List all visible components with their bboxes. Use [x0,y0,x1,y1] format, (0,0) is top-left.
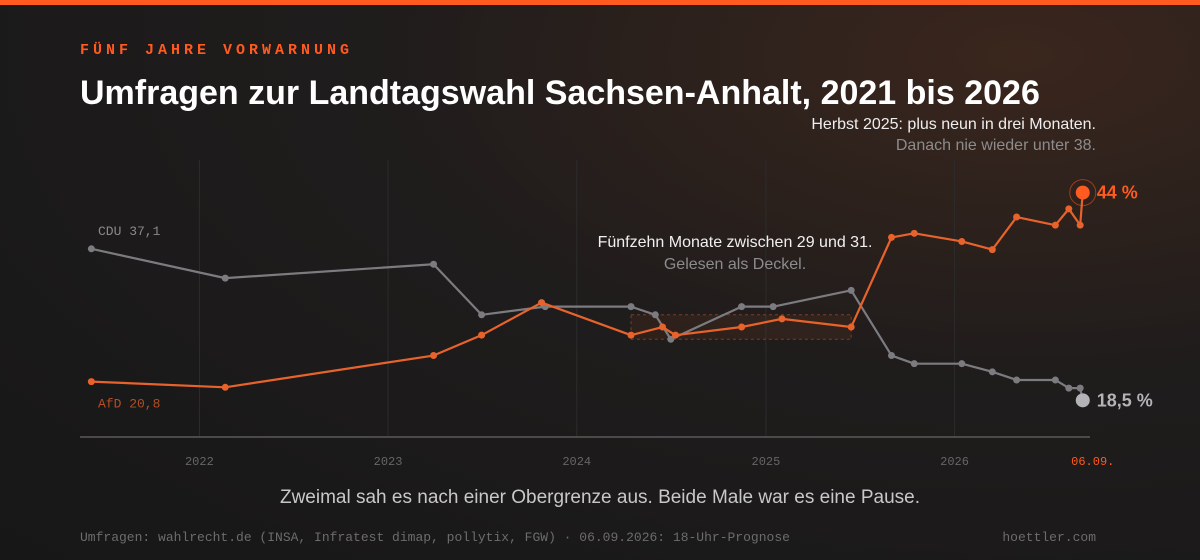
data-point-cdu [430,260,438,268]
x-tick-label-2022: 2022 [185,455,214,469]
end-label-afd: 44 % [1097,183,1138,203]
data-point-afd [538,299,546,307]
subtitle-line-2: Danach nie wieder unter 38. [895,137,1096,154]
data-point-afd [671,331,679,339]
data-point-afd [910,229,918,237]
data-point-afd [87,378,95,386]
caption: Zweimal sah es nach einer Obergrenze aus… [279,487,920,508]
x-tick-label-2023: 2023 [374,455,403,469]
data-point-afd [430,352,438,360]
credit: hoettler.com [1002,530,1096,545]
start-label-cdu: CDU 37,1 [98,224,161,239]
data-point-afd [659,323,667,331]
data-point-cdu [667,335,675,343]
data-point-cdu [910,360,918,368]
data-point-afd [738,323,746,331]
data-point-afd [988,246,996,254]
grid-lines [80,160,1090,438]
x-tick-label-2026: 2026 [940,455,969,469]
data-point-afd [221,383,229,391]
endpoint-cdu [1075,393,1090,408]
endpoint-halo-afd [1069,179,1097,207]
data-point-afd [478,331,486,339]
data-point-afd [888,233,896,241]
data-point-afd [1051,221,1059,229]
kicker: FÜNF JAHRE VORWARNUNG [80,42,354,59]
data-point-cdu [221,274,229,282]
chart-labels: 2022 2023 2024 2025 2026 06.09. CDU 37,1 18,5 %… [98,183,1153,469]
data-point-cdu [1051,376,1059,384]
subtitle-line-1: Herbst 2025: plus neun in drei Monaten. [811,116,1096,133]
chart-title: Umfragen zur Landtagswahl Sachsen-Anhalt… [80,74,1040,112]
data-point-cdu [847,286,855,294]
data-point-cdu [651,311,659,319]
series-line-cdu [91,247,1084,401]
data-point-cdu [478,311,486,319]
start-label-afd: AfD 20,8 [98,397,160,412]
x-tick-label-2024: 2024 [562,455,591,469]
endpoint-afd [1075,185,1090,200]
data-point-afd [627,331,635,339]
source-note: Umfragen: wahlrecht.de (INSA, Infratest … [80,530,790,545]
series-line-afd [91,192,1084,389]
x-tick-label-06.09.: 06.09. [1071,455,1114,469]
data-point-afd [1076,221,1084,229]
data-point-cdu [738,303,746,311]
top-accent-bar [0,0,1200,5]
data-point-afd [958,237,966,245]
data-point-cdu [627,303,635,311]
data-point-cdu [1065,384,1073,392]
data-point-cdu [1013,376,1021,384]
data-point-cdu [1076,384,1084,392]
data-point-cdu [958,360,966,368]
x-tick-label-2025: 2025 [752,455,781,469]
data-point-cdu [87,245,95,253]
data-point-afd [1013,213,1021,221]
data-point-afd [847,323,855,331]
data-point-cdu [888,352,896,360]
data-point-afd [1065,205,1073,213]
annotation-text: Fünfzehn Monate zwischen 29 und 31. [598,234,873,251]
annotation-subtext: Gelesen als Deckel. [664,256,806,273]
end-label-cdu: 18,5 % [1097,390,1153,410]
data-point-cdu [988,368,996,376]
series-layer [87,179,1097,408]
data-point-afd [778,315,786,323]
data-point-cdu [769,303,777,311]
